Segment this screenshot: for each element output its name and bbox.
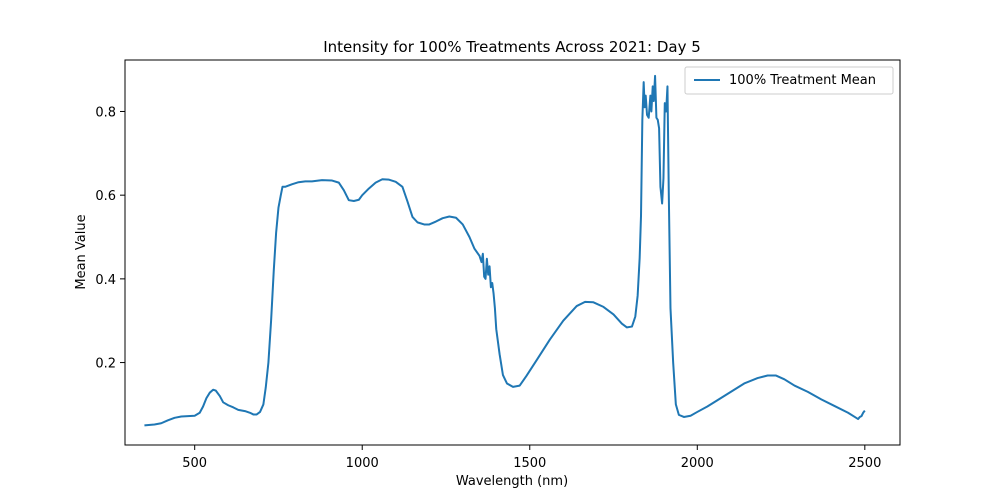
x-tick-label: 1500: [513, 456, 546, 471]
legend-box: [684, 66, 894, 95]
y-tick-label: 0.4: [95, 273, 116, 288]
plot-area: [144, 74, 866, 427]
x-tick-label: 2500: [848, 456, 881, 471]
y-tick-label: 0.6: [95, 189, 116, 204]
x-tick-label: 1000: [346, 456, 379, 471]
chart-title: Intensity for 100% Treatments Across 202…: [323, 38, 701, 56]
x-axis: 500 1000 1500 2000 2500: [182, 445, 881, 471]
x-tick-label: 2000: [681, 456, 714, 471]
y-tick-label: 0.8: [95, 105, 116, 120]
y-tick-label: 0.2: [95, 357, 116, 372]
plot-frame: [124, 59, 901, 446]
series-line-0: [144, 74, 866, 427]
x-axis-title: Wavelength (nm): [456, 474, 568, 489]
legend-label: 100% Treatment Mean: [729, 73, 876, 88]
legend: 100% Treatment Mean: [684, 66, 894, 95]
y-axis: 0.2 0.4 0.6 0.8: [95, 105, 125, 372]
y-axis-title: Mean Value: [74, 214, 89, 289]
x-tick-label: 500: [182, 456, 207, 471]
